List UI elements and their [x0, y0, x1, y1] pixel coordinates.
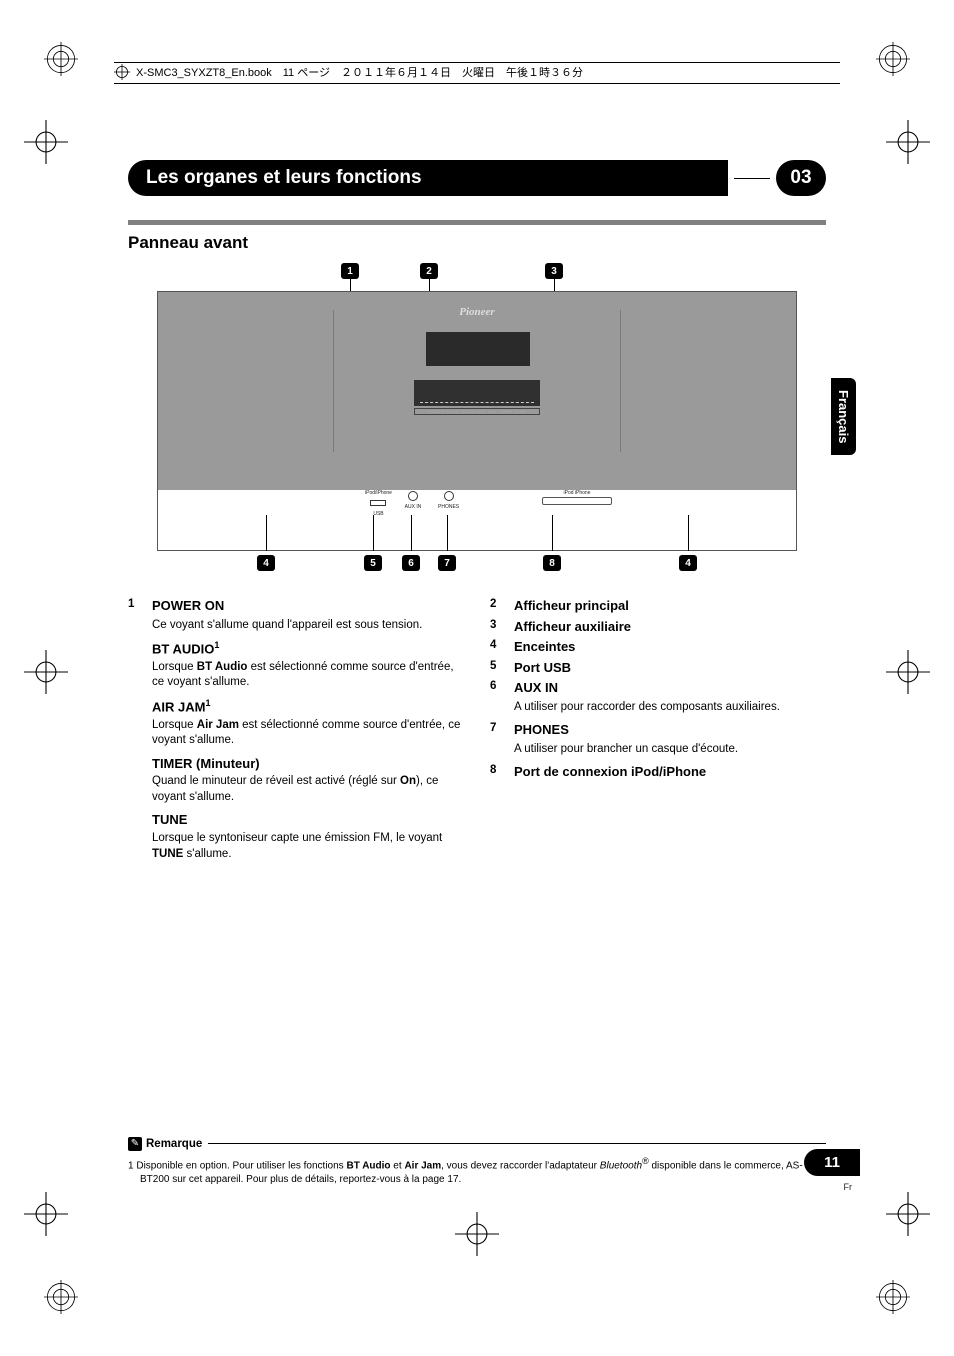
callout-lead: [373, 515, 374, 551]
def-num: 2: [490, 597, 504, 615]
book-icon: [114, 64, 130, 80]
def-item: 6 AUX IN: [490, 679, 826, 697]
footnote-text: 1 Disponible en option. Pour utiliser le…: [128, 1155, 826, 1186]
def-item: 4 Enceintes: [490, 638, 826, 656]
def-item: 5 Port USB: [490, 659, 826, 677]
def-body: A utiliser pour brancher un casque d'éco…: [514, 742, 826, 758]
remark-label: Remarque: [146, 1138, 202, 1150]
reg-cross-icon: [886, 1192, 930, 1236]
manual-page: X-SMC3_SYXZT8_En.book 11 ページ ２０１１年６月１４日 …: [0, 0, 954, 1356]
reg-cross-icon: [886, 120, 930, 164]
reg-mark-icon: [876, 42, 910, 76]
def-head: BT AUDIO1: [152, 639, 464, 658]
callout-lead: [688, 515, 689, 551]
def-num: 8: [490, 763, 504, 781]
def-num: 1: [128, 597, 142, 615]
reg-mark-icon: [876, 1280, 910, 1314]
left-column: 1 POWER ON Ce voyant s'allume quand l'ap…: [128, 597, 464, 868]
def-num: 3: [490, 618, 504, 636]
callout-lead: [266, 515, 267, 551]
chapter-divider: [734, 178, 770, 179]
callout-lead: [411, 515, 412, 551]
section-title: Panneau avant: [128, 233, 826, 253]
def-text: Quand le minuteur de réveil est activé (…: [152, 774, 464, 805]
remark-rule: [208, 1143, 826, 1144]
language-tab: Français: [831, 378, 856, 455]
aux-display: [414, 380, 540, 406]
def-num: 7: [490, 721, 504, 739]
indicator-strip: POWER ON BT AUDIO AIR JAM TIMER TUNE: [414, 408, 540, 415]
def-num: 5: [490, 659, 504, 677]
usb-port: iPod/iPhone USB: [365, 490, 392, 517]
def-num: 6: [490, 679, 504, 697]
dock-port: iPod iPhone: [542, 490, 612, 505]
callout: 6: [402, 555, 420, 571]
def-head: Port USB: [514, 659, 571, 677]
divider-line: [620, 310, 621, 452]
callout: 2: [420, 263, 438, 279]
phones-port: PHONES: [438, 490, 459, 510]
def-text: Lorsque BT Audio est sélectionné comme s…: [152, 660, 464, 691]
right-column: 2 Afficheur principal 3 Afficheur auxiliair…: [490, 597, 826, 868]
aux-port: AUX IN: [404, 490, 422, 510]
callout: 1: [341, 263, 359, 279]
callout: 4: [679, 555, 697, 571]
def-item: 8 Port de connexion iPod/iPhone: [490, 763, 826, 781]
def-head: Afficheur auxiliaire: [514, 618, 631, 636]
reg-cross-icon: [24, 1192, 68, 1236]
main-display: [426, 332, 530, 366]
def-head: POWER ON: [152, 597, 224, 615]
device-base: iPod/iPhone USB AUX IN PHONES iPod iPhon…: [158, 490, 796, 550]
front-panel-diagram: 1 2 3 Pioneer POWER ON BT AUDIO AIR JAM …: [157, 263, 797, 579]
def-head: Afficheur principal: [514, 597, 629, 615]
callout: 3: [545, 263, 563, 279]
def-head: PHONES: [514, 721, 569, 739]
reg-mark-icon: [44, 1280, 78, 1314]
divider-line: [333, 310, 334, 452]
page-number: 11: [804, 1149, 860, 1176]
def-head: TUNE: [152, 811, 464, 829]
def-text: Lorsque le syntoniseur capte une émissio…: [152, 831, 464, 862]
page-lang: Fr: [844, 1182, 853, 1192]
def-body: A utiliser pour raccorder des composants…: [514, 700, 826, 716]
callout: 4: [257, 555, 275, 571]
callout-lead: [447, 515, 448, 551]
callout: 8: [543, 555, 561, 571]
remark-header: ✎ Remarque: [128, 1137, 826, 1151]
def-head: Enceintes: [514, 638, 575, 656]
def-item: 3 Afficheur auxiliaire: [490, 618, 826, 636]
callout: 7: [438, 555, 456, 571]
def-body: Ce voyant s'allume quand l'appareil est …: [152, 618, 464, 862]
reg-cross-icon: [886, 650, 930, 694]
accent-bar: [128, 220, 826, 225]
def-item: 7 PHONES: [490, 721, 826, 739]
reg-mark-icon: [44, 42, 78, 76]
def-item: 2 Afficheur principal: [490, 597, 826, 615]
chapter-title: Les organes et leurs fonctions: [128, 160, 728, 196]
def-head: Port de connexion iPod/iPhone: [514, 763, 706, 781]
callout: 5: [364, 555, 382, 571]
brand-logo: Pioneer: [459, 306, 494, 318]
callout-lead: [552, 515, 553, 551]
def-num: 4: [490, 638, 504, 656]
reg-cross-icon: [24, 650, 68, 694]
definitions: 1 POWER ON Ce voyant s'allume quand l'ap…: [128, 597, 826, 868]
reg-cross-icon: [24, 120, 68, 164]
def-text: Lorsque Air Jam est sélectionné comme so…: [152, 718, 464, 749]
page-content: Panneau avant 1 2 3 Pioneer POWER ON BT …: [128, 220, 826, 1196]
note-icon: ✎: [128, 1137, 142, 1151]
book-header-text: X-SMC3_SYXZT8_En.book 11 ページ ２０１１年６月１４日 …: [136, 64, 583, 80]
footnote-area: ✎ Remarque 1 Disponible en option. Pour …: [128, 1137, 826, 1186]
chapter-number: 03: [776, 160, 826, 196]
chapter-header: Les organes et leurs fonctions 03: [128, 160, 826, 196]
def-head: AIR JAM1: [152, 697, 464, 716]
def-head: AUX IN: [514, 679, 558, 697]
book-header: X-SMC3_SYXZT8_En.book 11 ページ ２０１１年６月１４日 …: [114, 62, 840, 84]
def-head: TIMER (Minuteur): [152, 755, 464, 773]
reg-cross-icon: [455, 1212, 499, 1256]
device-illustration: Pioneer POWER ON BT AUDIO AIR JAM TIMER …: [157, 291, 797, 551]
